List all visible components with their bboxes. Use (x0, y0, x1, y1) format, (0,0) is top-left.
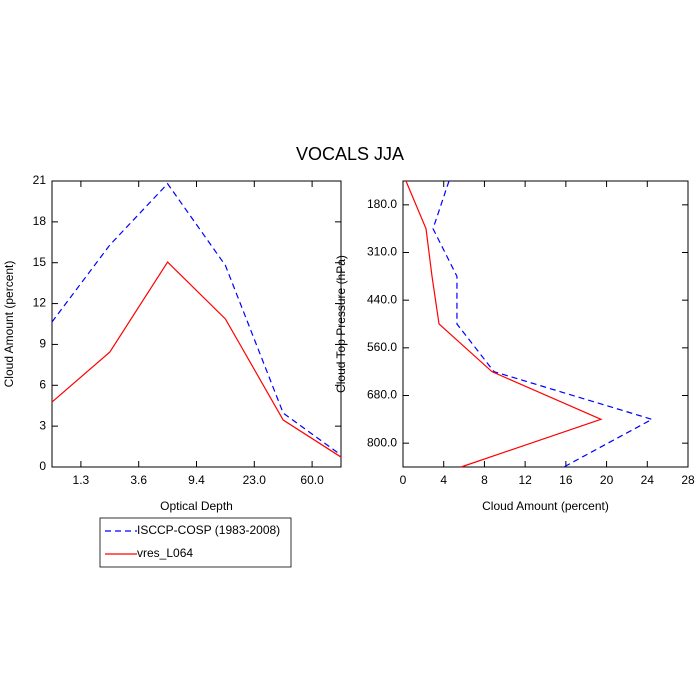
y-tick-label: 0 (39, 459, 46, 473)
legend-label: ISCCP-COSP (1983-2008) (137, 523, 280, 537)
x-tick-label: 20 (600, 473, 614, 487)
x-tick-label: 8 (481, 473, 488, 487)
x-tick-label: 60.0 (300, 473, 324, 487)
x-tick-label: 23.0 (243, 473, 267, 487)
y-tick-label: 9 (39, 337, 46, 351)
x-axis-label: Cloud Amount (percent) (482, 499, 609, 513)
y-tick-label: 18 (33, 214, 47, 228)
x-tick-label: 9.4 (188, 473, 205, 487)
y-tick-label: 440.0 (367, 292, 397, 306)
y-tick-label: 560.0 (367, 340, 397, 354)
plot-frame (402, 180, 689, 468)
x-tick-label: 4 (440, 473, 447, 487)
y-tick-label: 21 (33, 173, 47, 187)
y-tick-label: 12 (33, 296, 47, 310)
y-tick-label: 3 (39, 418, 46, 432)
data-line (405, 180, 603, 468)
y-tick-label: 180.0 (367, 197, 397, 211)
data-line (51, 261, 342, 458)
data-line (432, 180, 654, 468)
y-tick-label: 310.0 (367, 245, 397, 259)
y-tick-label: 15 (33, 255, 47, 269)
x-tick-label: 0 (400, 473, 407, 487)
y-tick-label: 680.0 (367, 388, 397, 402)
legend-label: vres_L064 (137, 546, 193, 560)
y-tick-label: 800.0 (367, 435, 397, 449)
x-tick-label: 1.3 (73, 473, 90, 487)
x-tick-label: 12 (518, 473, 532, 487)
y-axis-label: Cloud Amount (percent) (2, 261, 16, 388)
y-axis-label: Cloud Top Pressure (hPa) (334, 255, 348, 393)
y-tick-label: 6 (39, 377, 46, 391)
x-tick-label: 28 (681, 473, 695, 487)
x-tick-label: 24 (641, 473, 655, 487)
x-tick-label: 3.6 (130, 473, 147, 487)
figure-title: VOCALS JJA (296, 144, 404, 164)
x-axis-label: Optical Depth (160, 499, 233, 513)
data-line (51, 182, 342, 456)
legend-box (99, 517, 292, 568)
x-tick-label: 16 (559, 473, 573, 487)
